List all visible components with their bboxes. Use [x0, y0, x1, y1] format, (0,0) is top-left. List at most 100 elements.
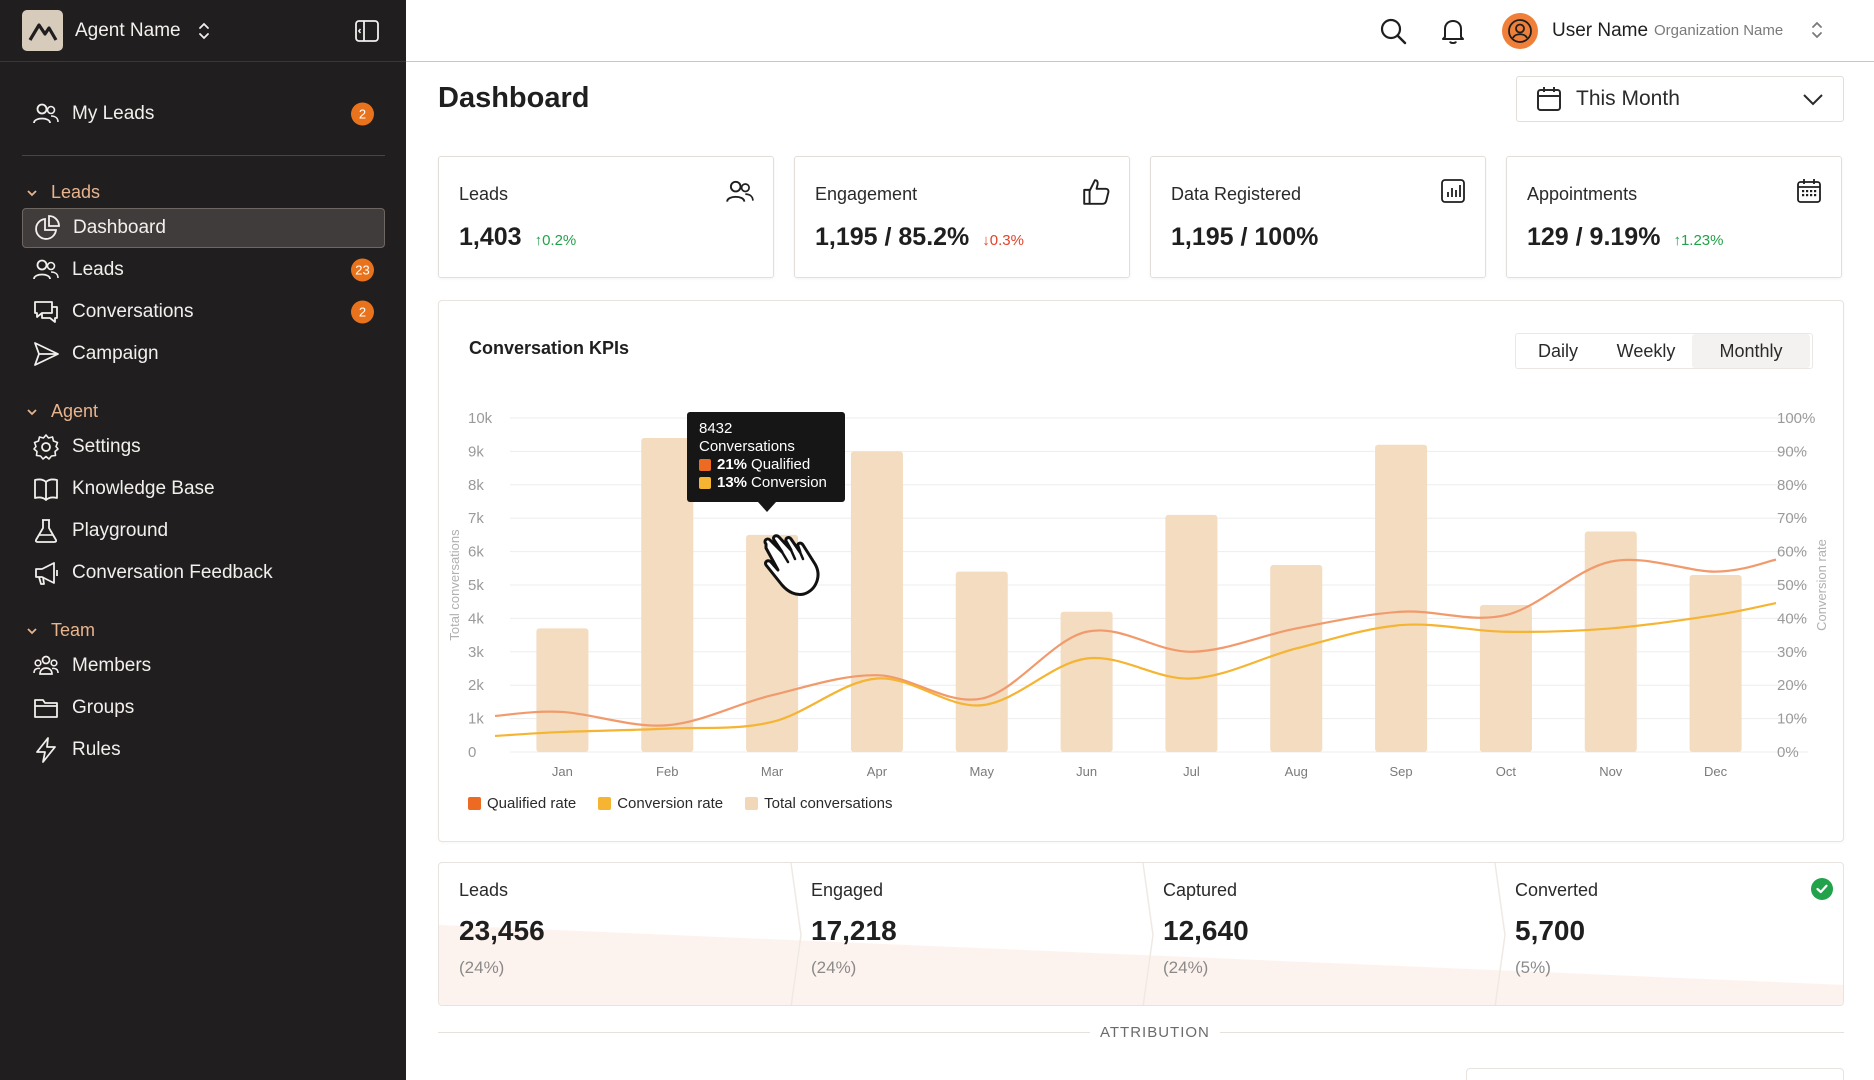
- tab-daily[interactable]: Daily: [1537, 340, 1578, 361]
- chevron-up-down-icon[interactable]: [1810, 19, 1824, 41]
- section-team-toggle[interactable]: Team: [25, 620, 95, 641]
- send-icon: [34, 342, 59, 366]
- stat-card-engagement[interactable]: Engagement 1,195 / 85.2% ↓0.3%: [794, 156, 1130, 278]
- conversation-kpis-card: Conversation KPIs Daily Weekly Monthly: [438, 300, 1844, 842]
- bell-icon[interactable]: [1438, 16, 1468, 46]
- organization-name[interactable]: Organization Name: [1654, 22, 1784, 39]
- stat-title: Engagement: [815, 184, 918, 204]
- bar-oct[interactable]: [1479, 605, 1532, 752]
- legend-swatch: [598, 797, 612, 810]
- sidebar-item-members[interactable]: Members: [22, 646, 385, 686]
- folder-icon: [34, 699, 58, 718]
- sidebar: Agent Name My Leads 2 Leads Dashboard Le…: [0, 0, 406, 1080]
- sidebar-item-label: Dashboard: [73, 217, 166, 238]
- sidebar-item-label: Knowledge Base: [72, 478, 215, 499]
- sidebar-item-label: Rules: [72, 739, 121, 760]
- sidebar-item-dashboard[interactable]: Dashboard: [22, 208, 385, 248]
- bar-apr[interactable]: [850, 451, 903, 752]
- bar-sep[interactable]: [1375, 444, 1428, 752]
- line-qualified-rate: [494, 558, 1777, 727]
- tooltip-qualified-label: Qualified: [751, 456, 811, 473]
- y2-tick-label: 0%: [1777, 744, 1799, 761]
- sidebar-item-groups[interactable]: Groups: [22, 688, 385, 728]
- stat-card-data-registered[interactable]: Data Registered 1,195 / 100%: [1150, 156, 1486, 278]
- tooltip-swatch: [699, 459, 711, 471]
- funnel-stage-leads[interactable]: Leads 23,456 (24%): [439, 863, 791, 1005]
- legend-swatch: [745, 797, 759, 810]
- bar-aug[interactable]: [1270, 564, 1323, 752]
- kpi-title: Conversation KPIs: [469, 338, 630, 358]
- agent-name: Agent Name: [75, 19, 181, 41]
- search-icon[interactable]: [1378, 16, 1408, 46]
- bar-nov[interactable]: [1584, 531, 1637, 752]
- stat-delta: ↓0.3%: [982, 232, 1024, 249]
- bar-jun[interactable]: [1060, 611, 1113, 752]
- sidebar-item-playground[interactable]: Playground: [22, 511, 385, 551]
- tab-weekly[interactable]: Weekly: [1616, 340, 1676, 361]
- chevron-up-down-icon: [198, 22, 209, 39]
- sidebar-item-rules[interactable]: Rules: [22, 730, 385, 770]
- users-icon: [726, 180, 754, 202]
- y-tick-label: 0: [468, 744, 476, 761]
- y-tick-label: 10k: [468, 410, 493, 427]
- pie-chart-icon: [35, 215, 60, 240]
- gear-icon: [33, 434, 59, 460]
- funnel-value: 5,700: [1515, 915, 1586, 946]
- sidebar-item-my-leads[interactable]: My Leads 2: [22, 94, 385, 134]
- bar-jul[interactable]: [1165, 514, 1218, 752]
- x-tick-label: Apr: [867, 764, 888, 779]
- tab-monthly[interactable]: Monthly: [1692, 334, 1810, 368]
- bar-jan[interactable]: [536, 628, 589, 752]
- chevron-down-icon: [1803, 94, 1823, 106]
- y-tick-label: 6k: [468, 544, 484, 561]
- funnel-label: Engaged: [811, 880, 884, 900]
- bar-feb[interactable]: [641, 438, 694, 752]
- y2-tick-label: 100%: [1777, 410, 1815, 427]
- date-range-select[interactable]: This Month: [1516, 76, 1844, 122]
- tooltip-arrow: [758, 502, 776, 512]
- tooltip-value: 8432: [699, 420, 733, 437]
- line-conversion-rate: [494, 601, 1777, 738]
- y2-tick-label: 80%: [1777, 477, 1807, 494]
- sidebar-item-label: Conversation Feedback: [72, 562, 273, 583]
- leads-badge: 23: [351, 258, 374, 282]
- calendar-icon: [1797, 179, 1821, 203]
- stat-card-leads[interactable]: Leads 1,403 ↑0.2%: [438, 156, 774, 278]
- legend-item-qualified[interactable]: Qualified rate: [468, 795, 576, 812]
- thumbs-up-icon: [1083, 179, 1110, 205]
- x-tick-label: Mar: [761, 764, 784, 779]
- funnel-value: 12,640: [1163, 915, 1249, 946]
- funnel-stage-engaged[interactable]: Engaged 17,218 (24%): [791, 863, 1143, 1005]
- funnel-value: 23,456: [459, 915, 545, 946]
- sidebar-item-knowledge-base[interactable]: Knowledge Base: [22, 469, 385, 509]
- user-circle-icon: [1508, 19, 1532, 43]
- legend-item-total[interactable]: Total conversations: [745, 795, 893, 812]
- section-leads-toggle[interactable]: Leads: [25, 182, 100, 203]
- conversion-funnel: Leads 23,456 (24%) Engaged 17,218 (24%) …: [438, 862, 1844, 1006]
- bar-dec[interactable]: [1689, 574, 1742, 752]
- funnel-stage-converted[interactable]: Converted 5,700 (5%): [1495, 863, 1843, 1005]
- legend-label: Conversion rate: [617, 795, 724, 812]
- y2-tick-label: 30%: [1777, 644, 1807, 661]
- agent-switcher[interactable]: Agent Name: [0, 0, 406, 62]
- sidebar-item-leads[interactable]: Leads 23: [22, 250, 385, 290]
- user-name[interactable]: User Name: [1552, 20, 1649, 41]
- topbar: User Name Organization Name: [406, 0, 1874, 62]
- sidebar-item-settings[interactable]: Settings: [22, 427, 385, 467]
- avatar[interactable]: [1502, 13, 1538, 49]
- sidebar-item-conversations[interactable]: Conversations 2: [22, 292, 385, 332]
- stat-title: Data Registered: [1171, 184, 1302, 204]
- stat-card-appointments[interactable]: Appointments 129 / 9.19% ↑1.23%: [1506, 156, 1842, 278]
- bar-may[interactable]: [955, 571, 1008, 752]
- legend-swatch: [468, 797, 481, 810]
- funnel-stage-captured[interactable]: Captured 12,640 (24%): [1143, 863, 1495, 1005]
- legend-item-conversion[interactable]: Conversion rate: [598, 795, 723, 812]
- megaphone-icon: [35, 562, 58, 585]
- sidebar-collapse-icon[interactable]: [354, 18, 380, 44]
- sidebar-item-campaign[interactable]: Campaign: [22, 334, 385, 374]
- y2-tick-label: 70%: [1777, 510, 1807, 527]
- sidebar-item-conversation-feedback[interactable]: Conversation Feedback: [22, 553, 385, 593]
- section-agent-toggle[interactable]: Agent: [25, 401, 98, 422]
- stat-title: Appointments: [1527, 184, 1638, 204]
- x-tick-label: Nov: [1599, 764, 1623, 779]
